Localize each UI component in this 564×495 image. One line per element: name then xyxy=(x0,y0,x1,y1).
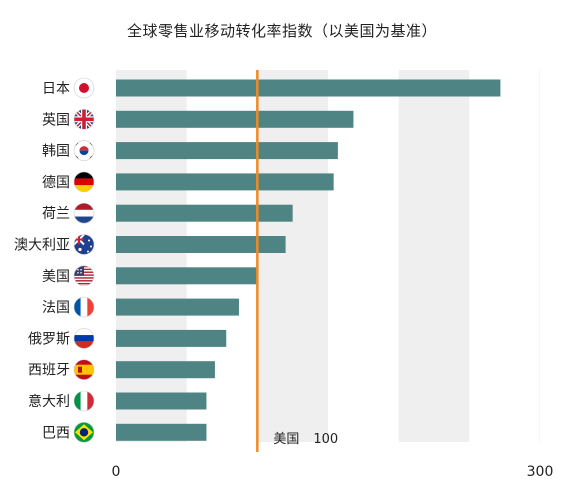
bar xyxy=(116,361,215,379)
bar xyxy=(116,392,207,410)
bar xyxy=(116,329,227,347)
category-label: 法国 xyxy=(42,300,70,316)
italy-flag-icon xyxy=(73,390,95,412)
category-label: 德国 xyxy=(42,175,70,191)
x-tick-label: 0 xyxy=(112,464,121,480)
bar xyxy=(116,173,334,191)
japan-flag-icon xyxy=(73,77,95,99)
bar xyxy=(116,204,293,222)
usa-flag-icon xyxy=(73,265,95,287)
category-label: 美国 xyxy=(42,269,70,285)
spain-flag-icon xyxy=(73,359,95,381)
reference-label-name: 美国 xyxy=(273,432,299,447)
bar xyxy=(116,298,239,316)
russia-flag-icon xyxy=(73,328,95,349)
category-label: 日本 xyxy=(42,81,70,97)
grid-band xyxy=(116,70,187,442)
category-label: 澳大利亚 xyxy=(14,238,70,254)
grid-band xyxy=(398,70,470,442)
category-label: 西班牙 xyxy=(28,363,70,379)
grid-band xyxy=(257,70,328,442)
bars xyxy=(116,79,501,441)
uk-flag-icon xyxy=(73,109,95,130)
category-label: 荷兰 xyxy=(42,206,70,222)
bar xyxy=(116,142,338,160)
germany-flag-icon xyxy=(73,171,95,193)
korea-flag-icon xyxy=(73,140,95,161)
reference-label-value: 100 xyxy=(313,432,338,447)
flag-icons xyxy=(73,77,95,443)
grid-bands xyxy=(116,70,540,442)
france-flag-icon xyxy=(73,296,95,318)
bar xyxy=(116,79,501,97)
bar xyxy=(116,110,354,128)
australia-flag-icon xyxy=(73,234,95,255)
bar xyxy=(116,236,286,253)
bar xyxy=(116,423,207,441)
category-label: 俄罗斯 xyxy=(28,331,70,347)
netherlands-flag-icon xyxy=(73,202,95,224)
brazil-flag-icon xyxy=(73,421,95,443)
category-label: 英国 xyxy=(42,111,70,128)
grid-band xyxy=(539,70,540,442)
x-axis-ticks: 0 300 xyxy=(112,464,554,480)
reference-line-group: 美国 100 xyxy=(256,70,338,452)
category-label: 巴西 xyxy=(42,425,70,441)
category-label: 意大利 xyxy=(28,393,70,410)
category-label: 韩国 xyxy=(42,144,70,160)
bar xyxy=(116,267,258,285)
x-tick-label: 300 xyxy=(527,464,554,480)
chart-title: 全球零售业移动转化率指数（以美国为基准） xyxy=(126,22,437,40)
